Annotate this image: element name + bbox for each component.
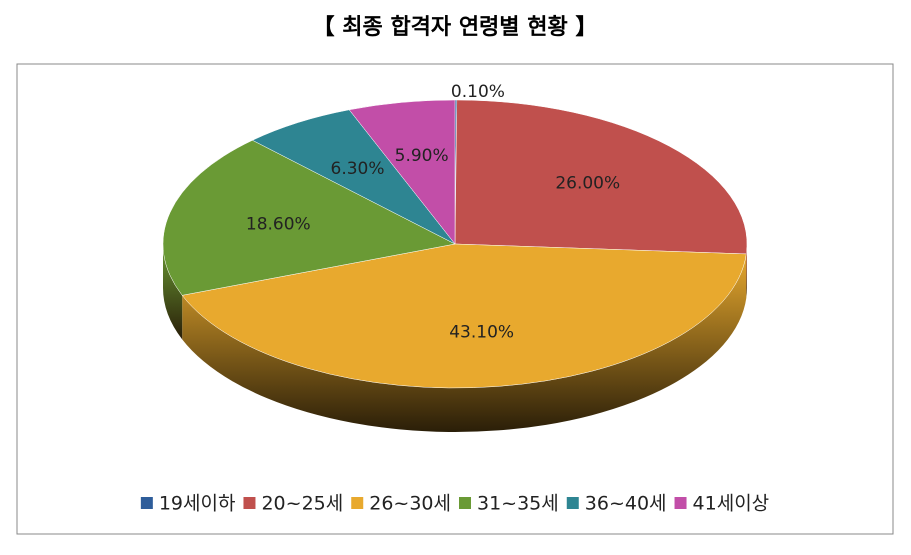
legend-swatch [459,497,471,509]
data-label: 26.00% [555,173,620,193]
data-label: 6.30% [331,159,385,179]
legend-label: 36~40세 [585,493,667,515]
pie-slice-side [163,244,183,340]
legend-label: 41세이상 [693,493,770,515]
legend-label: 31~35세 [477,493,559,515]
pie-slice [454,99,748,255]
legend-swatch [243,497,256,509]
data-label: 18.60% [246,215,311,235]
legend-swatch [674,497,687,509]
legend-label: 19세이하 [159,493,236,515]
data-label: 0.10% [451,82,505,102]
legend-label: 26~30세 [369,493,451,515]
data-label: 43.10% [449,322,514,342]
pie-slice [251,109,456,245]
legend-label: 20~25세 [261,493,343,515]
chart-title: 【 최종 합격자 연령별 현황 】 [313,14,598,40]
pie-slice [181,243,747,389]
legend-swatch [566,497,579,509]
legend-swatch [351,497,364,509]
pie-slice [348,99,456,245]
pie-slice-side [182,253,747,433]
data-label: 5.90% [395,146,449,166]
legend-swatch [140,497,153,509]
pie-slice [162,139,456,296]
pie-slice-side [746,244,747,298]
